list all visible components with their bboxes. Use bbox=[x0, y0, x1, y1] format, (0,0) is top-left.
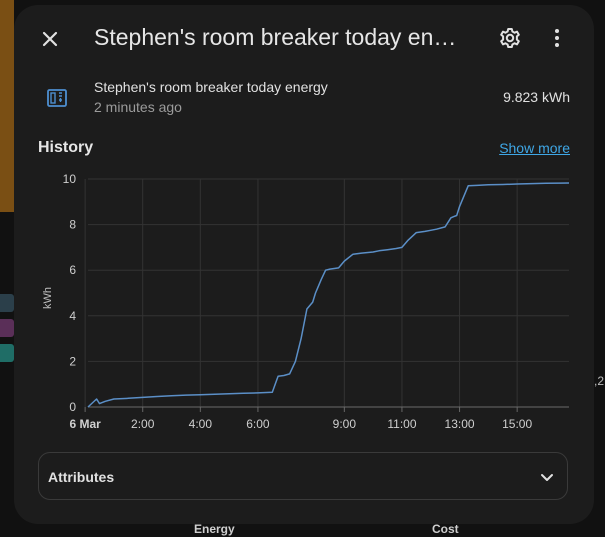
y-tick-label: 10 bbox=[63, 172, 77, 186]
y-axis-label: kWh bbox=[42, 287, 54, 309]
x-tick-label: 15:00 bbox=[502, 417, 532, 431]
background-cost-label: Cost bbox=[432, 522, 459, 536]
x-tick-label: 11:00 bbox=[387, 417, 416, 431]
background-energy-label: Energy bbox=[194, 522, 235, 536]
y-tick-label: 8 bbox=[69, 218, 76, 232]
x-tick-label: 6:00 bbox=[246, 417, 270, 431]
background-chip bbox=[0, 294, 14, 312]
more-vertical-icon bbox=[555, 29, 559, 47]
x-tick-label: 13:00 bbox=[445, 417, 475, 431]
chevron-down-icon bbox=[541, 474, 553, 481]
x-tick-label: 2:00 bbox=[131, 417, 155, 431]
gear-icon bbox=[500, 28, 520, 48]
history-chart: kWh 0 2 4 6 8 10 6 Mar 2:00 4:00 6:00 9:00 11:00 13:… bbox=[42, 172, 570, 431]
entity-last-changed: 2 minutes ago bbox=[94, 99, 182, 115]
close-button[interactable] bbox=[36, 25, 64, 53]
y-tick-label: 0 bbox=[69, 400, 76, 414]
show-more-link[interactable]: Show more bbox=[499, 140, 570, 156]
more-menu-button[interactable] bbox=[546, 25, 568, 51]
background-card-accent bbox=[0, 0, 14, 212]
entity-state: 9.823 kWh bbox=[503, 89, 570, 105]
background-text-fragment: ,2 bbox=[594, 374, 605, 388]
entity-name: Stephen's room breaker today energy bbox=[94, 79, 328, 95]
meter-icon bbox=[46, 87, 68, 109]
settings-button[interactable] bbox=[497, 25, 523, 51]
more-info-dialog: Stephen's room breaker today energy Step… bbox=[14, 5, 594, 524]
history-heading: History bbox=[38, 139, 94, 156]
close-icon bbox=[42, 31, 58, 47]
series-line bbox=[87, 182, 570, 408]
attributes-label: Attributes bbox=[48, 469, 115, 485]
x-tick-label: 6 Mar bbox=[69, 417, 101, 431]
background-chip bbox=[0, 344, 14, 362]
background-chip bbox=[0, 319, 14, 337]
y-tick-label: 2 bbox=[69, 354, 76, 368]
y-tick-label: 4 bbox=[69, 309, 76, 323]
x-tick-label: 4:00 bbox=[189, 417, 213, 431]
x-tick-label: 9:00 bbox=[333, 417, 357, 431]
attributes-expander[interactable]: Attributes bbox=[38, 452, 568, 500]
y-tick-label: 6 bbox=[69, 263, 76, 277]
